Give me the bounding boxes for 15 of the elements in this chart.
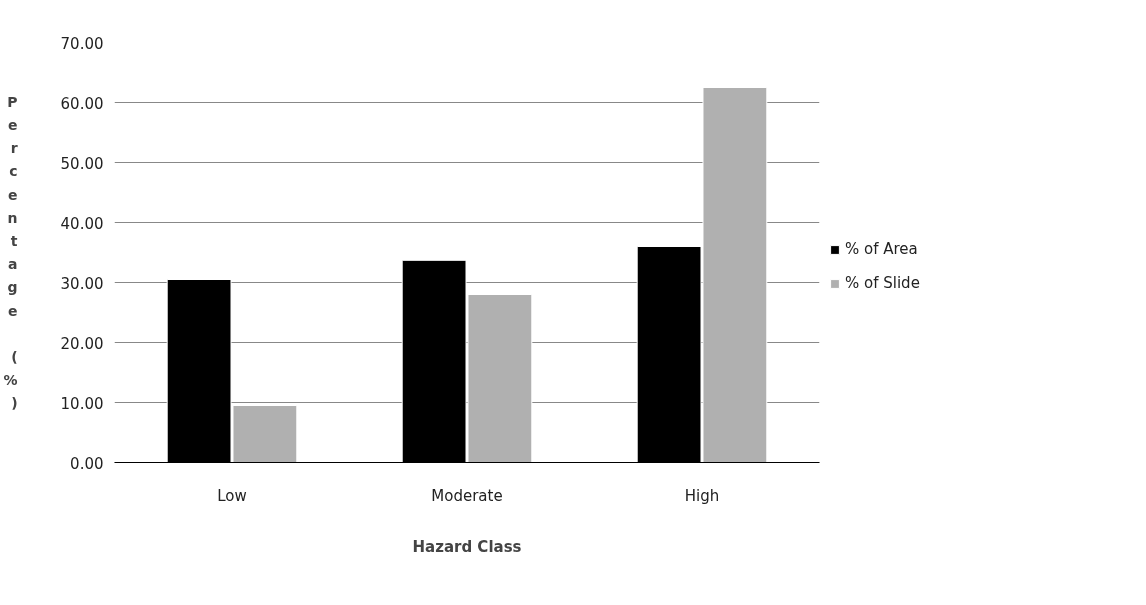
y-tick-label: 40.00	[60, 214, 104, 233]
x-axis-title: Hazard Class	[412, 537, 522, 556]
legend-label: % of Area	[845, 240, 918, 258]
y-tick-label: 10.00	[60, 394, 104, 413]
y-tick-label: 60.00	[60, 94, 104, 113]
x-tick-label: Moderate	[431, 486, 503, 505]
y-tick-label: 20.00	[60, 334, 104, 353]
y-tick-label: 50.00	[60, 154, 104, 173]
x-tick-label: High	[684, 486, 720, 505]
legend-label: % of Slide	[845, 274, 920, 292]
y-tick-label: 70.00	[60, 34, 104, 53]
y-tick-label: 30.00	[60, 274, 104, 293]
x-tick-label: Low	[217, 486, 247, 505]
text: Percentage (%)	[3, 93, 18, 412]
y-tick-label: 0.00	[70, 454, 104, 473]
